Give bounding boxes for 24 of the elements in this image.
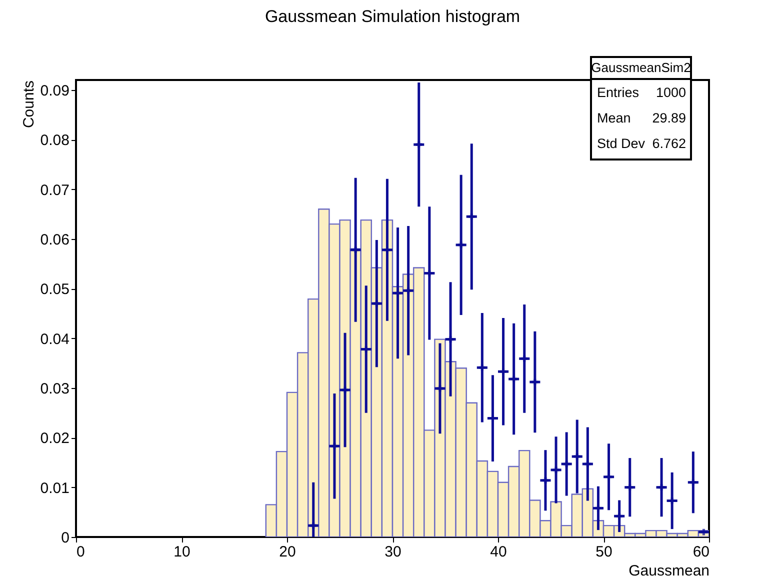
y-tick-label: 0.02: [40, 430, 70, 448]
x-tick-label: 60: [692, 544, 710, 560]
x-tick-label: 20: [279, 544, 296, 560]
y-tick-label: 0.06: [40, 231, 70, 248]
y-tick-label: 0.05: [40, 281, 70, 298]
y-tick-label: 0.07: [40, 182, 70, 199]
x-tick-label: 30: [384, 544, 402, 560]
x-axis-title: Gaussmean: [628, 562, 710, 580]
text: GaussmeanSim2: [591, 60, 691, 75]
y-tick-label: 0.09: [40, 82, 70, 100]
y-tick-label: 0.08: [40, 132, 70, 150]
chart-title: Gaussmean Simulation histogram: [264, 7, 520, 26]
y-tick-label: 0.04: [40, 330, 70, 348]
y-tick-label: 0.03: [40, 380, 70, 398]
x-tick-label: 40: [490, 544, 507, 560]
y-axis-title: Counts: [20, 80, 38, 128]
x-tick-label: 0: [76, 544, 85, 560]
y-tick-label: 0.01: [40, 480, 70, 497]
x-tick-label: 50: [596, 544, 612, 560]
annotation: Std Dev 6.762: [597, 136, 686, 151]
text: Mean 29.89: [597, 110, 686, 126]
text: Entries 1000: [597, 84, 686, 100]
x-tick-label: 10: [174, 544, 190, 560]
y-tick-label: 0: [61, 530, 70, 546]
